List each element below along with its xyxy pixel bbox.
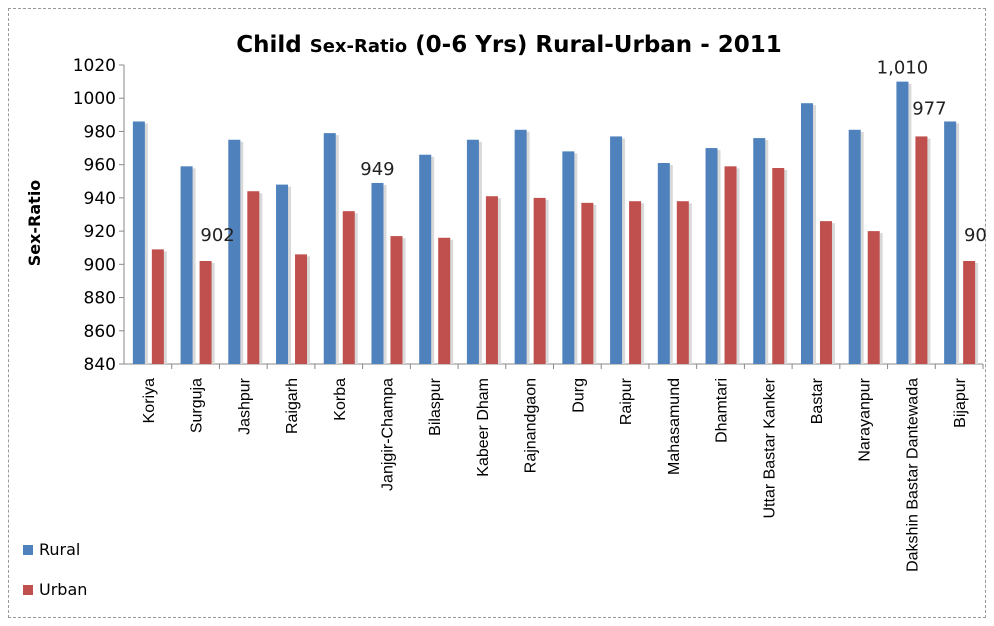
legend-swatch-urban [23, 585, 33, 595]
bar-urban [867, 231, 880, 364]
x-category-label: Durg [570, 378, 587, 413]
bar-rural [753, 138, 766, 364]
bar-rural [466, 139, 479, 364]
chart: Child Sex-Ratio (0-6 Yrs) Rural-Urban - … [23, 32, 987, 599]
y-tick-label: 920 [84, 222, 116, 242]
bar-urban [581, 202, 594, 364]
x-category-label: Surguja [189, 378, 206, 433]
bar-rural [419, 154, 432, 364]
x-category-label: Raipur [618, 377, 635, 425]
bar-urban [295, 254, 308, 364]
legend-label-rural: Rural [39, 540, 80, 559]
bar-rural [800, 103, 813, 364]
bar-rural [610, 136, 623, 364]
title-part-2: Sex-Ratio [310, 36, 407, 57]
bar-rural [132, 121, 145, 364]
x-category-label: Raigarh [284, 378, 301, 434]
y-tick-label: 980 [84, 122, 116, 142]
bar-urban [963, 261, 976, 364]
x-category-label: Mahasamund [666, 378, 683, 475]
y-axis-label: Sex-Ratio [25, 180, 44, 267]
bar-rural [944, 121, 957, 364]
bar-urban [772, 167, 785, 364]
bar-rural [705, 148, 718, 364]
bar-urban [390, 236, 403, 364]
data-label: 977 [912, 98, 946, 119]
bar-urban [438, 237, 451, 364]
chart-title: Child Sex-Ratio (0-6 Yrs) Rural-Urban - … [236, 32, 782, 58]
data-label: 902 [200, 225, 234, 246]
bar-urban [915, 136, 928, 364]
data-label: 902 [964, 225, 987, 246]
x-category-label: Bastar [809, 377, 826, 424]
bar-rural [896, 81, 909, 364]
bar-rural [562, 151, 575, 364]
bar-rural [848, 129, 861, 364]
y-tick-label: 960 [84, 156, 116, 176]
bar-urban [247, 191, 260, 364]
bar-rural [180, 166, 193, 364]
legend: Rural Urban [23, 540, 87, 599]
bar-rural [228, 139, 241, 364]
x-category-label: Dakshin Bastar Dantewada [904, 378, 921, 572]
bar-urban [724, 166, 737, 364]
y-tick-label: 1020 [73, 56, 116, 76]
bar-urban [533, 197, 546, 364]
y-tick-label: 940 [84, 189, 116, 209]
bar-urban [342, 211, 355, 364]
data-label: 1,010 [877, 58, 929, 79]
legend-swatch-rural [23, 545, 33, 555]
x-category-label: Jashpur [236, 377, 253, 435]
bar-urban [629, 201, 642, 364]
x-category-label: Kabeer Dham [475, 378, 492, 477]
x-category-label: Bilaspur [427, 377, 444, 435]
bar-rural [323, 133, 336, 364]
y-tick-label: 840 [84, 355, 116, 375]
title-part-3: (0-6 Yrs) Rural-Urban - 2011 [407, 32, 782, 58]
plot-area: 840 860 880 900 920 940 960 980 1000 1020 Koriya Su… [73, 56, 987, 572]
chart-frame: Child Sex-Ratio (0-6 Yrs) Rural-Urban - … [8, 8, 987, 618]
bar-rural [514, 129, 527, 364]
bar-urban [485, 196, 498, 364]
title-part-1: Child [236, 32, 310, 58]
data-label: 949 [360, 159, 394, 180]
bar-urban [199, 261, 212, 364]
x-category-label: Koriya [141, 378, 158, 423]
y-tick-label: 880 [84, 289, 116, 309]
y-tick-label: 900 [84, 255, 116, 275]
legend-label-urban: Urban [39, 580, 87, 599]
x-category-label: Janjgir-Champa [379, 378, 396, 491]
bar-rural [276, 184, 289, 364]
x-category-label: Bijapur [952, 377, 969, 427]
y-tick-label: 860 [84, 322, 116, 342]
bar-rural [371, 182, 384, 364]
y-tick-label: 1000 [73, 89, 116, 109]
x-category-label: Narayanpur [857, 377, 874, 461]
bar-urban [676, 201, 689, 364]
x-category-label: Dhamtari [714, 378, 731, 443]
x-category-label: Korba [332, 378, 349, 421]
x-category-label: Uttar Bastar Kanker [761, 377, 778, 518]
bar-rural [657, 163, 670, 364]
bar-urban [151, 249, 164, 364]
bar-urban [819, 221, 832, 364]
x-category-label: Rajnandgaon [523, 378, 540, 473]
